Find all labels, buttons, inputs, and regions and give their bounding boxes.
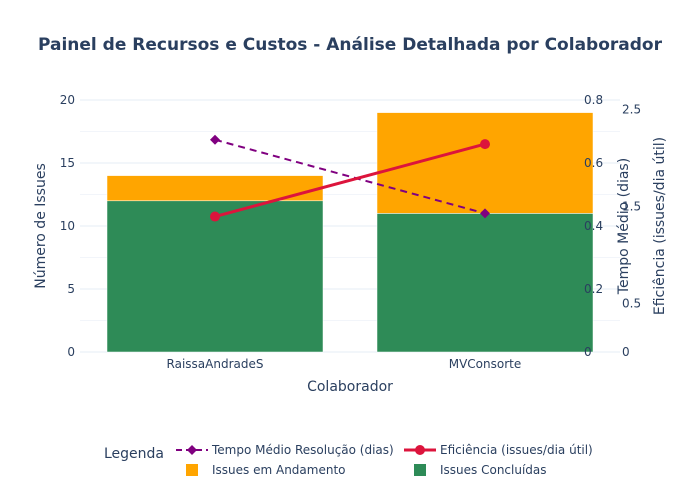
bar-concluidas [106, 200, 324, 353]
y2-tick-label: 0.5 [622, 297, 641, 311]
y2-tick-label: 0 [622, 345, 630, 359]
x-tick-label: RaissaAndradeS [167, 357, 264, 371]
legend-item-label: Issues em Andamento [212, 463, 346, 477]
legend-bar-swatch [414, 464, 426, 476]
eficiencia-line [214, 142, 486, 218]
y-tick-label: 5 [67, 282, 75, 296]
tempo-medio-line [214, 138, 486, 215]
legend-item-label: Eficiência (issues/dia útil) [440, 443, 593, 457]
tempo-medio-point [480, 208, 490, 219]
y3-tick-label: 0.6 [584, 156, 603, 170]
legend: Legenda Tempo Médio Resolução (dias) Efic… [104, 443, 593, 477]
legend-bar-swatch [186, 464, 198, 476]
y-tick-label: 20 [60, 93, 75, 107]
legend-diamond-marker [187, 445, 197, 455]
bars [106, 112, 594, 353]
legend-item-label: Tempo Médio Resolução (dias) [211, 443, 394, 457]
chart-title: Painel de Recursos e Custos - Análise De… [38, 35, 663, 55]
x-axis-title: Colaborador [307, 379, 393, 395]
y3-axis-title: Eficiência (issues/dia útil) [652, 137, 668, 315]
y-tick-label: 0 [67, 345, 75, 359]
y3-tick-label: 0.8 [584, 93, 603, 107]
y2-tick-label: 2.5 [622, 103, 641, 117]
y3-tick-label: 0.2 [584, 282, 603, 296]
eficiencia-point [480, 139, 490, 150]
legend-item-label: Issues Concluídas [440, 463, 547, 477]
legend-title: Legenda [104, 446, 164, 462]
y-axis-title: Número de Issues [33, 163, 49, 289]
y2-axis-title: Tempo Médio (dias) [616, 158, 632, 295]
y-tick-label: 15 [60, 156, 75, 170]
eficiencia-point [210, 211, 220, 222]
axes: 0 5 10 15 20 0 0.5 1.5 2.5 0 0.2 0.4 0.6 0.8 RaissaAnd… [60, 93, 641, 371]
series-lines [210, 134, 490, 222]
legend-circle-marker [415, 445, 425, 455]
bar-concluidas [376, 213, 594, 353]
y2-tick-label: 1.5 [622, 200, 641, 214]
y3-tick-label: 0.4 [584, 219, 603, 233]
tempo-medio-point [210, 134, 220, 145]
y3-tick-label: 0 [584, 345, 592, 359]
y-tick-label: 10 [60, 219, 75, 233]
x-tick-label: MVConsorte [449, 357, 522, 371]
